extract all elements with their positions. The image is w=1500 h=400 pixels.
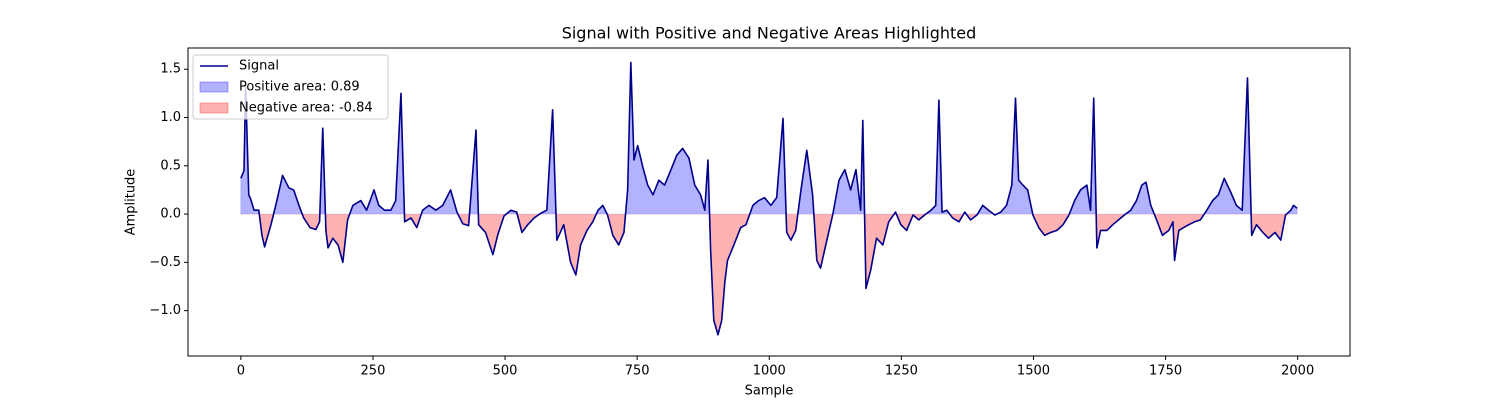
- x-axis-label: Sample: [745, 384, 794, 399]
- x-tick-label: 2000: [1281, 364, 1314, 379]
- legend-label: Negative area: -0.84: [239, 101, 373, 116]
- y-axis-label: Amplitude: [124, 169, 139, 236]
- x-tick-label: 750: [625, 364, 650, 379]
- legend-patch: [199, 81, 229, 93]
- plot-frame: [187, 47, 1351, 357]
- y-tick-label: 0.0: [160, 207, 181, 222]
- x-tick-label: 500: [493, 364, 518, 379]
- x-tick-label: 1250: [885, 364, 918, 379]
- x-tick-label: 1000: [753, 364, 786, 379]
- signal-line: [240, 61, 1298, 336]
- x-tick-label: 250: [361, 364, 386, 379]
- area-fill: [240, 62, 1298, 215]
- x-tick-label: 1500: [1017, 364, 1050, 379]
- legend-label: Positive area: 0.89: [239, 80, 360, 95]
- y-tick-label: 0.5: [160, 158, 181, 173]
- y-tick-label: 1.0: [160, 110, 181, 125]
- y-tick-label: −1.0: [149, 303, 181, 318]
- x-tick-label: 0: [237, 364, 245, 379]
- y-tick-label: −0.5: [149, 255, 181, 270]
- legend-patch: [199, 102, 229, 114]
- y-tick-label: 1.5: [160, 62, 181, 77]
- legend-label: Signal: [239, 59, 279, 74]
- x-tick-label: 1750: [1149, 364, 1182, 379]
- legend-box: [192, 54, 389, 120]
- chart-title: Signal with Positive and Negative Areas …: [562, 24, 977, 43]
